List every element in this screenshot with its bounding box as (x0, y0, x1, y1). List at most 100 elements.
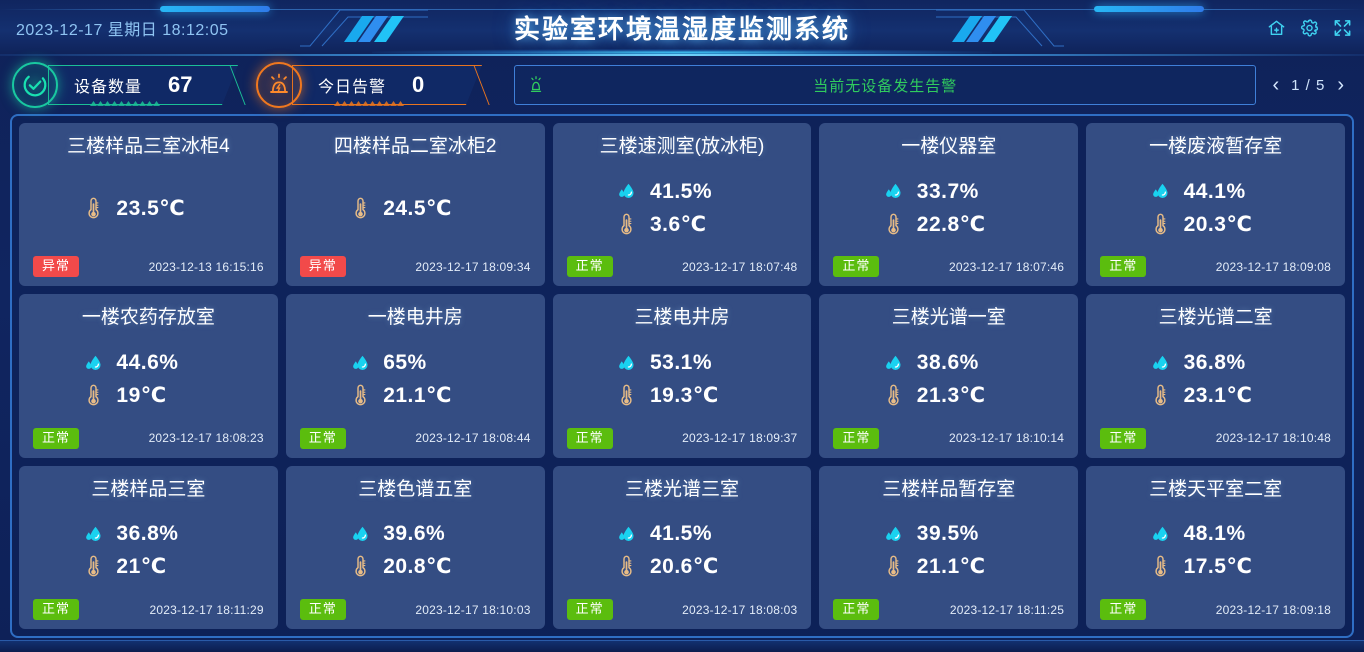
device-card-title: 三楼样品三室冰柜4 (67, 136, 230, 157)
last-update-timestamp: 2023-12-17 18:07:48 (682, 259, 798, 274)
humidity-drop-icon (883, 524, 905, 545)
humidity-value: 65% (383, 351, 427, 375)
status-badge: 正常 (833, 256, 880, 278)
temperature-reading: 21.1℃ (349, 383, 481, 408)
humidity-value: 38.6% (916, 351, 979, 375)
device-card[interactable]: 三楼色谱五室 39.6% 20.8℃ 正常 2023-12-17 18:10:03 (285, 465, 545, 629)
temperature-reading: 22.8℃ (883, 212, 1015, 237)
status-badge: 正常 (833, 427, 880, 449)
humidity-reading: 53.1% (616, 351, 748, 375)
device-card[interactable]: 三楼电井房 53.1% 19.3℃ 正常 2023-12-17 18:09:37 (552, 294, 812, 458)
humidity-reading: 41.5% (616, 522, 748, 546)
device-card-readings: 44.1% 20.3℃ (1096, 160, 1335, 256)
device-card-title: 三楼电井房 (634, 307, 730, 329)
device-card[interactable]: 三楼光谱一室 38.6% 21.3℃ 正常 2023-12-17 18:10:14 (819, 294, 1079, 458)
humidity-reading: 38.6% (883, 351, 1015, 375)
temperature-reading: 19℃ (82, 383, 214, 408)
temperature-reading: 23.1℃ (1150, 383, 1282, 408)
device-card-footer: 异常 2023-12-13 16:15:16 (29, 256, 268, 278)
device-card-title: 一楼电井房 (367, 307, 463, 329)
humidity-drop-icon (349, 353, 371, 374)
device-card[interactable]: 三楼光谱三室 41.5% 20.6℃ 正常 2023-12-17 18:08:03 (552, 465, 812, 629)
device-card[interactable]: 三楼速测室(放冰柜) 41.5% 3.6℃ 正常 2023-12-17 18:07:48 (552, 123, 812, 287)
status-badge: 正常 (33, 427, 80, 449)
humidity-value: 39.5% (916, 522, 979, 546)
temperature-value: 23.1℃ (1183, 384, 1253, 408)
gear-icon[interactable] (1300, 19, 1319, 38)
pagination-prev-button[interactable]: ‹ (1272, 74, 1280, 96)
status-badge: 正常 (1100, 599, 1147, 620)
humidity-drop-icon (1150, 524, 1172, 545)
device-card-title: 三楼样品暂存室 (882, 478, 1016, 500)
device-card[interactable]: 三楼样品三室冰柜4 23.5℃ 异常 2023-12-13 16:15:16 (19, 123, 278, 287)
humidity-value: 36.8% (1183, 351, 1246, 375)
temperature-reading: 17.5℃ (1150, 554, 1282, 579)
humidity-value: 33.7% (916, 179, 979, 203)
device-card-title: 三楼速测室(放冰柜) (599, 136, 765, 157)
device-card[interactable]: 三楼样品暂存室 39.5% 21.1℃ 正常 2023-12-17 18:11:25 (819, 465, 1079, 629)
last-update-timestamp: 2023-12-17 18:07:46 (948, 259, 1065, 274)
header-accent-bar-right (1094, 6, 1204, 12)
footer-strip (0, 640, 1364, 652)
temperature-reading: 20.3℃ (1150, 212, 1282, 237)
device-card-title: 三楼样品三室 (91, 478, 206, 500)
last-update-timestamp: 2023-12-17 18:09:08 (1215, 259, 1331, 274)
thermometer-icon (1150, 555, 1172, 578)
humidity-value: 44.1% (1183, 179, 1246, 203)
humidity-drop-icon (82, 524, 104, 545)
thermometer-icon (883, 555, 905, 578)
header-center-glow (372, 49, 992, 56)
status-badge: 正常 (566, 599, 613, 620)
temperature-value: 22.8℃ (916, 212, 986, 236)
device-card[interactable]: 一楼农药存放室 44.6% 19℃ 正常 2023-12-17 18:08:23 (19, 294, 278, 458)
fullscreen-icon[interactable] (1333, 19, 1352, 38)
humidity-reading: 48.1% (1150, 522, 1282, 546)
pagination-page-indicator: 1 / 5 (1291, 76, 1326, 94)
device-card[interactable]: 四楼样品二室冰柜2 24.5℃ 异常 2023-12-17 18:09:34 (285, 123, 545, 287)
humidity-drop-icon (1150, 353, 1172, 374)
device-card-footer: 正常 2023-12-17 18:07:48 (563, 256, 802, 278)
temperature-reading: 3.6℃ (616, 212, 748, 237)
humidity-drop-icon (82, 353, 104, 374)
device-card[interactable]: 三楼光谱二室 36.8% 23.1℃ 正常 2023-12-17 18:10:48 (1086, 294, 1345, 458)
device-card[interactable]: 三楼样品三室 36.8% 21℃ 正常 2023-12-17 18:11:29 (19, 465, 278, 629)
device-card-footer: 正常 2023-12-17 18:09:08 (1096, 256, 1335, 278)
device-card-footer: 正常 2023-12-17 18:09:18 (1096, 599, 1335, 620)
home-icon[interactable] (1267, 19, 1286, 38)
temperature-value: 17.5℃ (1183, 555, 1253, 579)
device-card-readings: 24.5℃ (296, 160, 535, 256)
device-card[interactable]: 一楼电井房 65% 21.1℃ 正常 2023-12-17 18:08:44 (285, 294, 545, 458)
temperature-reading: 19.3℃ (616, 383, 748, 408)
device-card[interactable]: 一楼废液暂存室 44.1% 20.3℃ 正常 2023-12-17 18:09:08 (1086, 123, 1345, 287)
pagination-next-button[interactable]: › (1337, 74, 1344, 96)
last-update-timestamp: 2023-12-17 18:09:18 (1215, 602, 1331, 617)
alarm-light-icon (256, 62, 302, 108)
device-card-readings: 65% 21.1℃ (296, 331, 535, 427)
status-badge: 正常 (33, 599, 80, 620)
humidity-reading: 36.8% (1150, 351, 1282, 375)
device-card-readings: 23.5℃ (29, 160, 268, 256)
humidity-reading: 39.5% (883, 522, 1015, 546)
temperature-value: 21.3℃ (916, 384, 986, 408)
thermometer-icon (82, 555, 104, 578)
temperature-value: 20.8℃ (383, 555, 452, 579)
stat-teeth-decoration (334, 101, 404, 106)
last-update-timestamp: 2023-12-17 18:11:25 (949, 602, 1065, 617)
device-card-readings: 36.8% 23.1℃ (1096, 331, 1335, 427)
stat-today-alarms: 今日告警 0 (256, 62, 482, 108)
device-card[interactable]: 三楼天平室二室 48.1% 17.5℃ 正常 2023-12-17 18:09:18 (1086, 465, 1345, 629)
stat-alarm-label: 今日告警 (318, 79, 387, 96)
pagination: ‹ 1 / 5 › (1272, 75, 1352, 95)
humidity-reading: 39.6% (349, 522, 481, 546)
device-card[interactable]: 一楼仪器室 33.7% 22.8℃ 正常 2023-12-17 18:07:46 (819, 123, 1079, 287)
temperature-value: 21.1℃ (916, 555, 986, 579)
temperature-value: 3.6℃ (649, 212, 707, 236)
thermometer-icon (1150, 213, 1172, 236)
humidity-value: 48.1% (1183, 522, 1246, 546)
device-card-readings: 38.6% 21.3℃ (829, 331, 1068, 427)
temperature-value: 20.6℃ (649, 555, 719, 579)
device-card-footer: 正常 2023-12-17 18:10:14 (829, 427, 1068, 449)
thermometer-icon (349, 197, 371, 220)
humidity-value: 41.5% (649, 522, 713, 546)
